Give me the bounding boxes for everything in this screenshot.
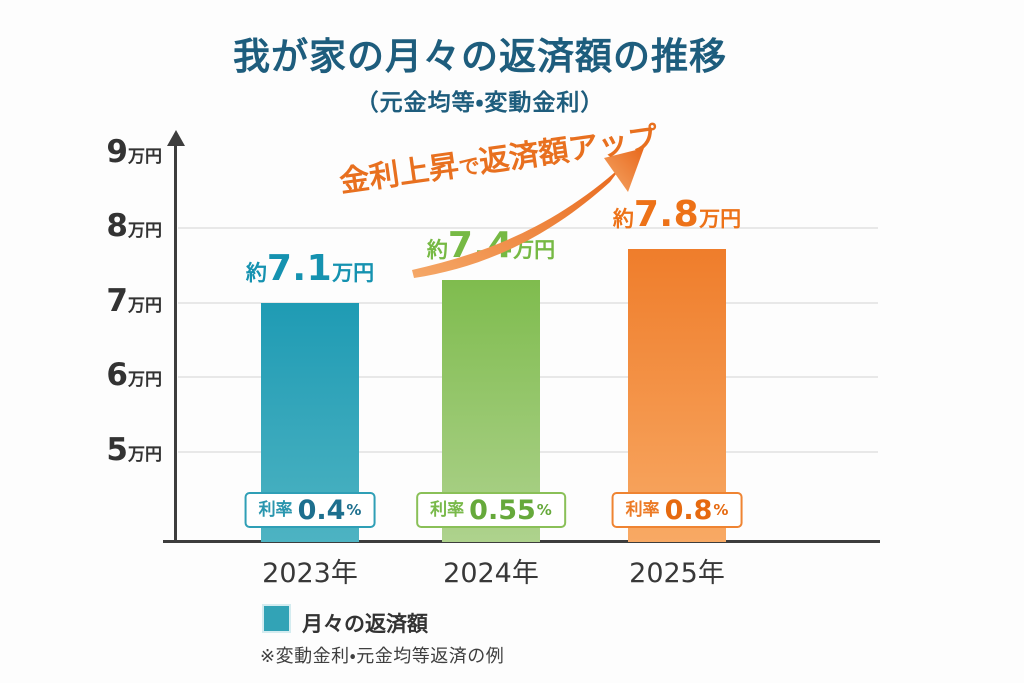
x-axis-category-label: 2025年: [629, 558, 725, 589]
y-axis-tick-label: 9万円: [0, 134, 162, 170]
rate-number: 0.4: [297, 494, 346, 526]
percent-sign: %: [536, 500, 552, 519]
rate-label: 利率: [258, 499, 293, 520]
value-unit: 万円: [699, 207, 742, 231]
up-arrow-icon: [412, 148, 644, 278]
value-prefix: 約: [245, 261, 267, 285]
value-unit: 万円: [332, 261, 375, 285]
y-axis-tick-label: 5万円: [0, 432, 162, 468]
interest-rate-badge: 利率 0.8%: [611, 492, 743, 528]
x-axis-category-label: 2023年: [262, 558, 358, 589]
ytick-number: 7: [106, 283, 128, 319]
x-axis-category-label: 2024年: [443, 558, 539, 589]
ytick-number: 8: [106, 208, 128, 244]
ytick-number: 9: [106, 134, 128, 170]
value-prefix: 約: [426, 238, 448, 262]
y-axis-tick-label: 7万円: [0, 283, 162, 319]
ytick-number: 5: [106, 432, 128, 468]
gridline: [178, 227, 878, 229]
value-unit: 万円: [513, 238, 556, 262]
ytick-unit: 万円: [128, 370, 162, 390]
interest-rate-badge: 利率 0.55%: [416, 492, 566, 528]
y-axis-tick-label: 8万円: [0, 208, 162, 244]
percent-sign: %: [346, 500, 362, 519]
value-prefix: 約: [612, 207, 634, 231]
y-axis-line: [174, 142, 177, 542]
value-number: 7.1: [266, 248, 333, 289]
legend-label: 月々の返済額: [302, 612, 428, 636]
bar-value-label: 約7.1万円: [246, 251, 374, 287]
rate-number: 0.8: [664, 494, 713, 526]
rate-label: 利率: [430, 499, 465, 520]
ytick-unit: 万円: [128, 147, 162, 167]
y-axis-tick-label: 6万円: [0, 357, 162, 393]
ytick-unit: 万円: [128, 221, 162, 241]
rate-number: 0.55: [469, 494, 536, 526]
page-subtitle: （元金均等・変動金利）: [355, 90, 605, 116]
rate-label: 利率: [625, 499, 660, 520]
ytick-unit: 万円: [128, 296, 162, 316]
legend-swatch: [262, 604, 291, 633]
interest-rate-badge: 利率 0.4%: [244, 492, 376, 528]
ytick-number: 6: [106, 357, 128, 393]
page-title: 我が家の月々の返済額の推移: [233, 35, 727, 78]
footnote: ※変動金利・元金均等返済の例: [260, 646, 505, 667]
value-number: 7.8: [633, 194, 700, 235]
axis-arrowhead-icon: [167, 130, 185, 146]
ytick-unit: 万円: [128, 445, 162, 465]
bar-value-label: 約7.8万円: [613, 197, 741, 233]
percent-sign: %: [713, 500, 729, 519]
